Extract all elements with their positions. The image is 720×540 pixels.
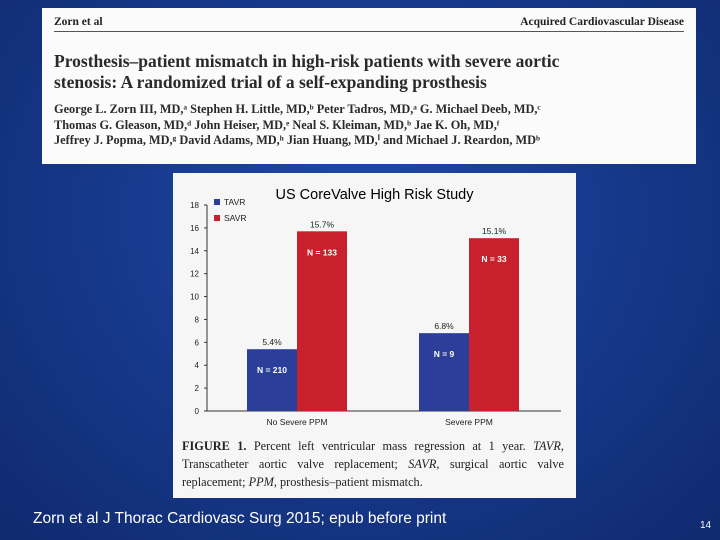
data-label: 15.1% [482,226,507,236]
caption-label: FIGURE 1. [182,439,247,453]
y-tick-label: 8 [195,315,200,324]
legend-swatch-tavr [214,199,220,205]
author-line: George L. Zorn III, MD,ᵃ Stephen H. Litt… [54,102,541,116]
data-label: 6.8% [434,321,454,331]
caption-text: Percent left ventricular mass regression… [246,439,534,453]
caption-abbr: TAVR [533,439,561,453]
bar-tavr [419,333,469,411]
bar-tavr [247,349,297,411]
caption-text: , surgical aortic valve replacement; [182,457,564,489]
caption-abbr: PPM [248,475,274,489]
y-tick-label: 14 [190,247,199,256]
journal-section: Acquired Cardiovascular Disease [520,16,684,28]
bar-chart: 0 2 4 6 8 10 12 14 16 18 5.4% N = 210 15.7% N = 133 No… [190,197,561,427]
journal-header: Zorn et al Acquired Cardiovascular Disea… [54,16,684,32]
article-title-line: stenosis: A randomized trial of a self-e… [54,72,487,92]
paper-header: Zorn et al Acquired Cardiovascular Disea… [42,8,696,164]
n-label: N = 133 [307,247,337,257]
bar-savr [469,238,519,411]
caption-abbr: SAVR [408,457,437,471]
n-label: N = 33 [481,254,507,264]
x-tick-label: Severe PPM [445,417,493,427]
legend-swatch-savr [214,215,220,221]
legend-label-savr: SAVR [224,213,247,223]
y-tick-label: 16 [190,224,199,233]
n-label: N = 210 [257,365,287,375]
author-line: Thomas G. Gleason, MD,ᵈ John Heiser, MD,… [54,117,500,132]
legend-label-tavr: TAVR [224,197,245,207]
citation: Zorn et al J Thorac Cardiovasc Surg 2015… [33,510,447,527]
author-line: Jeffrey J. Popma, MD,ᵍ David Adams, MD,ʰ… [54,133,540,147]
figure-panel: 0 2 4 6 8 10 12 14 16 18 5.4% N = 210 15.7% N = 133 No… [173,173,576,498]
data-label: 5.4% [262,337,282,347]
bar-savr [297,231,347,411]
y-tick-label: 10 [190,293,199,302]
x-tick-label: No Severe PPM [267,417,328,427]
y-tick-label: 6 [195,338,200,347]
caption-text: , Transcatheter aortic valve replacement… [182,439,564,471]
y-tick-label: 2 [195,384,200,393]
running-author: Zorn et al [54,16,103,28]
y-tick-label: 4 [195,361,200,370]
article-title: Prosthesis–patient mismatch in high-risk… [54,51,684,93]
caption-text: , prosthesis–patient mismatch. [273,475,423,489]
n-label: N = 9 [434,349,455,359]
slide-number: 14 [700,520,712,531]
figure-caption: FIGURE 1. Percent left ventricular mass … [182,437,564,491]
y-tick-label: 18 [190,201,199,210]
author-list: George L. Zorn III, MD,ᵃ Stephen H. Litt… [54,102,684,149]
data-label: 15.7% [310,219,335,229]
article-title-line: Prosthesis–patient mismatch in high-risk… [54,51,560,71]
chart-title: US CoreValve High Risk Study [275,187,474,203]
y-tick-label: 12 [190,270,199,279]
y-tick-label: 0 [195,407,200,416]
